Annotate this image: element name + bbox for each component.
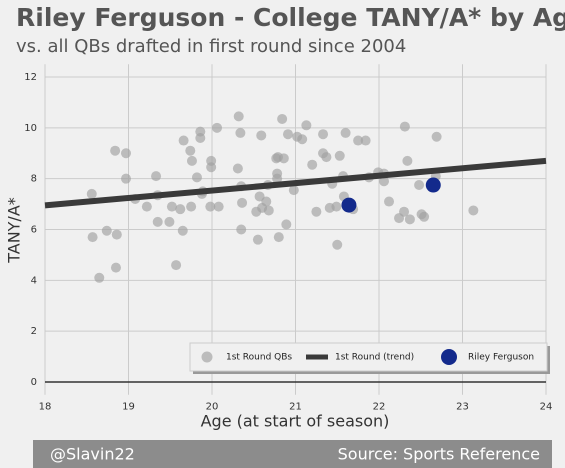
x-tick-label: 22 bbox=[373, 402, 386, 413]
point bbox=[301, 120, 312, 131]
y-axis-label: TANY/A* bbox=[5, 197, 24, 264]
point bbox=[86, 188, 97, 199]
x-tick-label: 19 bbox=[122, 402, 135, 413]
point bbox=[399, 206, 410, 217]
chart-title: Riley Ferguson - College TANY/A* by Age bbox=[16, 3, 565, 32]
point bbox=[178, 135, 189, 146]
point bbox=[94, 272, 105, 283]
point bbox=[277, 113, 288, 124]
x-tick-label: 24 bbox=[540, 402, 553, 413]
point bbox=[110, 145, 121, 156]
point bbox=[101, 225, 112, 236]
point bbox=[307, 159, 318, 170]
legend-swatch bbox=[201, 351, 213, 363]
legend: 1st Round QBs 1st Round (trend) Riley Ferg… bbox=[189, 342, 550, 374]
point bbox=[379, 176, 390, 187]
x-tick-label: 18 bbox=[39, 402, 52, 413]
point bbox=[166, 201, 177, 212]
y-tick-label: 4 bbox=[31, 275, 37, 286]
legend-label: 1st Round (trend) bbox=[335, 353, 414, 363]
point bbox=[340, 127, 351, 138]
point bbox=[171, 260, 182, 271]
point bbox=[186, 201, 197, 212]
y-tick-label: 10 bbox=[24, 123, 37, 134]
y-tick-label: 6 bbox=[31, 225, 37, 236]
point bbox=[334, 150, 345, 161]
footer-right: Source: Sports Reference bbox=[338, 445, 540, 464]
point bbox=[206, 155, 217, 166]
point bbox=[318, 129, 329, 140]
x-axis-label: Age (at start of season) bbox=[201, 412, 390, 431]
point bbox=[212, 122, 223, 133]
point bbox=[151, 171, 162, 182]
footer-left: @Slavin22 bbox=[50, 445, 135, 464]
point bbox=[321, 152, 332, 163]
point bbox=[195, 133, 206, 144]
point bbox=[331, 201, 342, 212]
y-tick-label: 0 bbox=[31, 377, 37, 388]
x-tick-label: 23 bbox=[456, 402, 469, 413]
highlight-point bbox=[341, 197, 357, 213]
point bbox=[191, 172, 202, 183]
point bbox=[185, 145, 196, 156]
point bbox=[152, 216, 163, 227]
point bbox=[256, 130, 267, 141]
y-tick-label: 8 bbox=[31, 174, 37, 185]
point bbox=[402, 155, 413, 166]
point bbox=[164, 216, 175, 227]
point bbox=[87, 232, 98, 243]
point bbox=[273, 232, 284, 243]
point bbox=[261, 196, 272, 207]
point bbox=[110, 262, 121, 273]
point bbox=[399, 121, 410, 132]
point bbox=[175, 204, 186, 215]
point bbox=[186, 155, 197, 166]
legend-label: Riley Ferguson bbox=[468, 353, 534, 363]
point bbox=[177, 225, 188, 236]
point bbox=[414, 180, 425, 191]
point bbox=[141, 201, 152, 212]
point bbox=[213, 201, 224, 212]
point bbox=[384, 196, 395, 207]
highlight-point bbox=[425, 177, 441, 193]
y-tick-label: 12 bbox=[24, 72, 37, 83]
point bbox=[120, 148, 131, 159]
y-tick-label: 2 bbox=[31, 326, 37, 337]
legend-box bbox=[189, 342, 548, 372]
point bbox=[419, 211, 430, 222]
point bbox=[404, 214, 415, 225]
chart-subtitle: vs. all QBs drafted in first round since… bbox=[16, 36, 406, 57]
point bbox=[236, 224, 247, 235]
x-tick-label: 21 bbox=[289, 402, 302, 413]
point bbox=[431, 131, 442, 142]
point bbox=[111, 229, 122, 240]
footer-bar bbox=[33, 440, 552, 468]
point bbox=[278, 153, 289, 164]
point bbox=[237, 197, 248, 208]
point bbox=[332, 239, 343, 250]
point bbox=[353, 135, 364, 146]
point bbox=[468, 205, 479, 216]
x-tick-label: 20 bbox=[206, 402, 219, 413]
point bbox=[252, 234, 263, 245]
point bbox=[205, 201, 216, 212]
point bbox=[233, 111, 244, 122]
point bbox=[281, 219, 292, 230]
point bbox=[272, 168, 283, 179]
point bbox=[235, 127, 246, 138]
point bbox=[288, 185, 299, 196]
legend-label: 1st Round QBs bbox=[226, 353, 292, 363]
point bbox=[263, 205, 274, 216]
point bbox=[297, 134, 308, 145]
point bbox=[232, 163, 243, 174]
point bbox=[311, 206, 322, 217]
legend-swatch bbox=[441, 349, 457, 365]
point bbox=[360, 135, 371, 146]
point bbox=[282, 129, 293, 140]
point bbox=[120, 173, 131, 184]
trend-line bbox=[44, 157, 547, 209]
